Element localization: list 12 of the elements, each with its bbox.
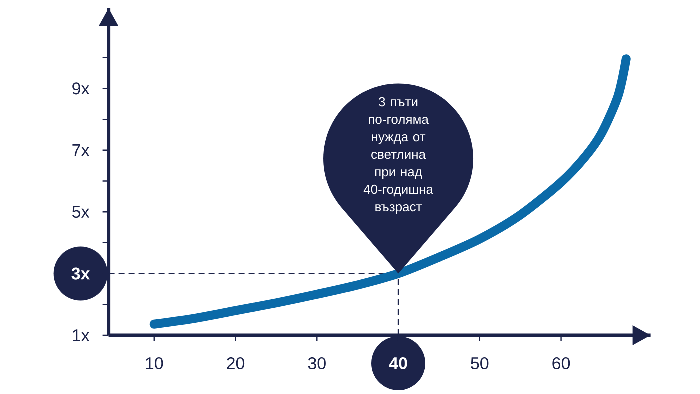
x-tick-label: 60 (552, 357, 570, 370)
x-tick-label: 10 (146, 357, 164, 370)
y-tick-label: 3x (72, 268, 90, 280)
y-tick-label: 7x (72, 144, 90, 156)
x-tick-label: 20 (227, 357, 245, 370)
y-tick-label: 5x (72, 206, 90, 218)
y-tick-label: 1x (73, 330, 90, 342)
annotation: 3 пъти по-голяма нужда от светлина при над 40-годишна възраст (364, 97, 434, 214)
x-tick-label: 30 (308, 357, 326, 370)
y-tick-label: 9x (72, 82, 90, 95)
x-tick-label: 50 (471, 357, 489, 370)
x-tick-label: 40 (389, 357, 408, 370)
